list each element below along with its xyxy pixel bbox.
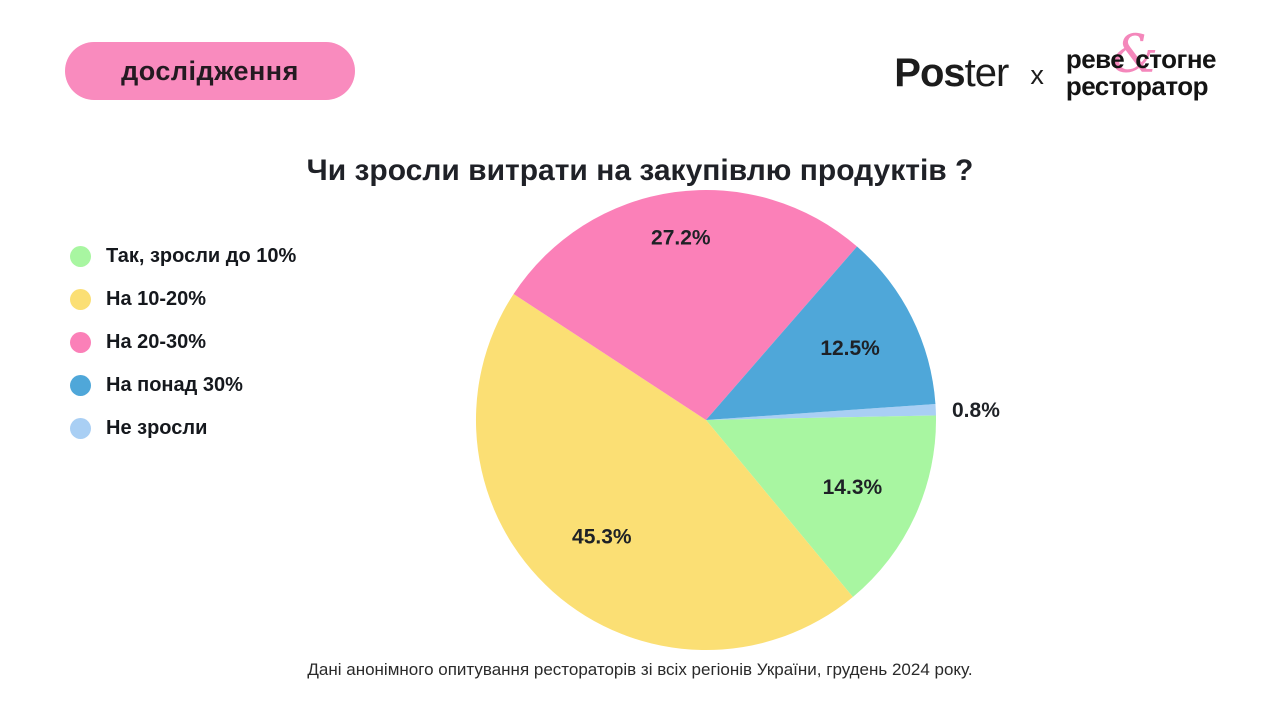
source-note: Дані анонімного опитування рестораторів … <box>307 660 973 679</box>
legend-item-4: На понад 30% <box>70 374 296 396</box>
legend-item-2: На 10-20% <box>70 288 296 310</box>
ampersand-icon: & <box>1111 25 1158 85</box>
partner-logo: & реве стогне ресторатор <box>1065 29 1217 101</box>
legend-dot-icon <box>70 288 91 310</box>
poster-logo-bold-part: Pos <box>894 51 965 95</box>
legend-dot-icon <box>70 374 91 396</box>
pie-slice-3 <box>513 189 858 420</box>
legend-dot-icon <box>70 331 91 353</box>
legend-item-label: На 20-30% <box>106 330 207 353</box>
legend-item-5: Не зросли <box>70 417 296 439</box>
partner-logo-line1-right: стогне <box>1135 44 1216 74</box>
partner-logo-line1-left: реве <box>1065 44 1125 74</box>
chart-legend: Так, зросли до 10% На 10-20% На 20-30% На п… <box>70 245 296 460</box>
legend-dot-icon <box>70 245 91 267</box>
pie-slice-1 <box>706 415 937 597</box>
poster-logo: Poster <box>894 51 1010 95</box>
legend-dot-icon <box>70 417 91 439</box>
partner-logo-line1: реве стогне <box>1065 44 1217 74</box>
legend-item-1: Так, зросли до 10% <box>70 245 296 267</box>
legend-item-3: На 20-30% <box>70 331 296 353</box>
pie-chart: 0.8% 14.3% 45.3% 27.2% 12.5% <box>475 189 1000 651</box>
collab-x-mark: x <box>1030 59 1044 90</box>
page-title: Чи зросли витрати на закупівлю продуктів… <box>306 154 974 188</box>
pie-slice-5 <box>706 403 936 420</box>
pie-value-label-1: 14.3% <box>823 476 883 499</box>
pie-slice-2 <box>475 293 853 651</box>
legend-item-label: На понад 30% <box>106 373 243 396</box>
pie-value-label-2: 45.3% <box>572 526 632 549</box>
pie-value-label-3: 27.2% <box>651 227 711 250</box>
pie-value-label-4: 12.5% <box>820 337 880 360</box>
partner-logo-line2: ресторатор <box>1065 71 1209 101</box>
research-badge: дослідження <box>65 42 355 100</box>
legend-item-label: Не зросли <box>106 416 208 439</box>
pie-slice-4 <box>706 246 936 420</box>
legend-item-label: На 10-20% <box>106 287 207 310</box>
legend-item-label: Так, зросли до 10% <box>106 244 297 267</box>
poster-logo-light-part: ter <box>964 51 1010 95</box>
header-logos: Poster x & реве стогне ресторатор <box>894 29 1217 101</box>
pie-value-label-5: 0.8% <box>952 399 1000 422</box>
